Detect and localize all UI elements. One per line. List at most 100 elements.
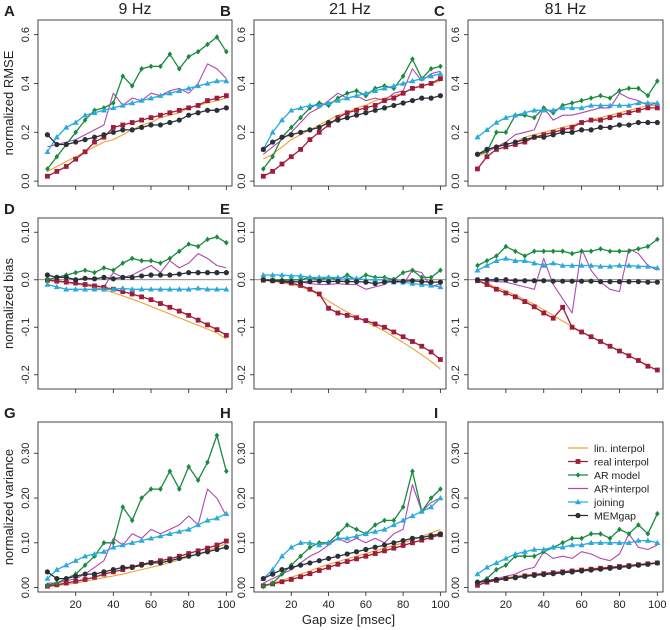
diamond-marker xyxy=(73,269,78,276)
circle-marker xyxy=(575,512,581,519)
diamond-marker xyxy=(129,517,135,524)
diamond-marker xyxy=(569,250,575,257)
diamond-marker xyxy=(645,531,651,537)
circle-marker xyxy=(484,578,490,584)
square-marker xyxy=(607,115,613,121)
triangle-marker xyxy=(474,134,481,140)
series-ar xyxy=(475,236,660,269)
circle-marker xyxy=(82,137,88,143)
series-line xyxy=(477,248,658,314)
circle-marker xyxy=(353,549,360,555)
triangle-marker xyxy=(654,100,661,106)
circle-marker xyxy=(186,553,192,559)
circle-marker xyxy=(363,110,369,116)
diamond-marker xyxy=(176,486,182,492)
triangle-marker xyxy=(213,286,220,292)
circle-marker xyxy=(73,139,79,145)
circle-marker xyxy=(654,119,660,126)
panel-C: C 0.0 0.2 0.4 0.6 xyxy=(434,3,664,190)
y-tick-label: 0.10 xyxy=(236,222,248,243)
triangle-marker xyxy=(129,286,136,292)
square-marker xyxy=(354,107,359,113)
legend-label: lin. interpol xyxy=(594,443,645,455)
diamond-marker xyxy=(560,248,565,255)
triangle-marker xyxy=(82,553,89,559)
triangle-marker xyxy=(119,102,126,108)
panel-letter-A: A xyxy=(4,3,15,20)
circle-marker xyxy=(531,572,537,579)
square-marker xyxy=(316,291,322,297)
square-marker xyxy=(493,286,499,292)
circle-marker xyxy=(270,278,276,284)
triangle-marker xyxy=(344,275,351,281)
triangle-marker xyxy=(625,102,632,108)
square-marker xyxy=(335,561,341,567)
diamond-marker xyxy=(148,63,154,70)
diamond-marker xyxy=(655,510,660,517)
triangle-marker xyxy=(138,97,145,103)
diamond-marker xyxy=(655,236,660,243)
legend-label: real interpol xyxy=(594,457,649,469)
y-tick-label: 0.6 xyxy=(450,27,462,42)
square-marker xyxy=(382,98,387,103)
diamond-marker xyxy=(410,267,415,274)
circle-marker xyxy=(645,119,651,126)
circle-marker xyxy=(503,575,509,582)
circle-marker xyxy=(316,278,322,284)
series-line xyxy=(477,121,658,155)
circle-marker xyxy=(626,122,632,128)
square-marker xyxy=(438,357,443,362)
circle-marker xyxy=(138,562,145,568)
circle-marker xyxy=(578,278,585,284)
circle-marker xyxy=(54,274,60,280)
diamond-marker xyxy=(626,85,632,92)
circle-marker xyxy=(91,134,98,140)
series-line xyxy=(263,279,441,361)
triangle-marker xyxy=(44,148,51,155)
triangle-marker xyxy=(625,539,632,545)
diamond-marker xyxy=(224,48,229,55)
diamond-marker xyxy=(617,248,622,255)
circle-marker xyxy=(73,573,79,579)
circle-marker xyxy=(635,119,641,126)
triangle-marker xyxy=(353,275,360,281)
diamond-marker xyxy=(354,526,359,533)
triangle-marker xyxy=(100,548,107,554)
diamond-marker xyxy=(344,522,350,528)
square-marker xyxy=(617,112,622,118)
triangle-marker xyxy=(654,264,661,271)
diamond-marker xyxy=(579,97,584,104)
series-ar xyxy=(45,234,229,283)
square-marker xyxy=(598,339,603,344)
triangle-marker xyxy=(278,272,285,278)
circle-marker xyxy=(186,112,192,118)
series-real xyxy=(45,538,229,589)
square-marker xyxy=(260,173,266,179)
diamond-marker xyxy=(569,535,575,542)
diamond-marker xyxy=(588,95,594,101)
triangle-marker xyxy=(588,102,595,108)
diamond-marker xyxy=(111,267,116,274)
y-tick-label: 0.20 xyxy=(236,487,248,508)
triangle-marker xyxy=(588,262,595,268)
circle-marker xyxy=(270,571,276,577)
y-tick-label: 0.20 xyxy=(450,487,462,508)
diamond-marker xyxy=(224,468,229,475)
diamond-marker xyxy=(522,253,528,259)
y-tick-label: 0.0 xyxy=(236,173,248,188)
y-tick-label: 0.10 xyxy=(450,532,462,553)
square-marker xyxy=(167,110,173,116)
diamond-marker xyxy=(205,459,210,466)
series-ar-interpol xyxy=(47,488,227,584)
triangle-marker xyxy=(195,285,202,291)
circle-marker xyxy=(214,107,220,113)
triangle-marker xyxy=(635,100,642,106)
diamond-marker xyxy=(579,248,584,255)
diamond-marker xyxy=(494,566,499,573)
square-marker xyxy=(569,324,575,330)
x-tick-label: 60 xyxy=(360,599,372,611)
diamond-marker xyxy=(344,272,350,278)
circle-marker xyxy=(353,279,360,285)
square-marker xyxy=(503,290,509,296)
